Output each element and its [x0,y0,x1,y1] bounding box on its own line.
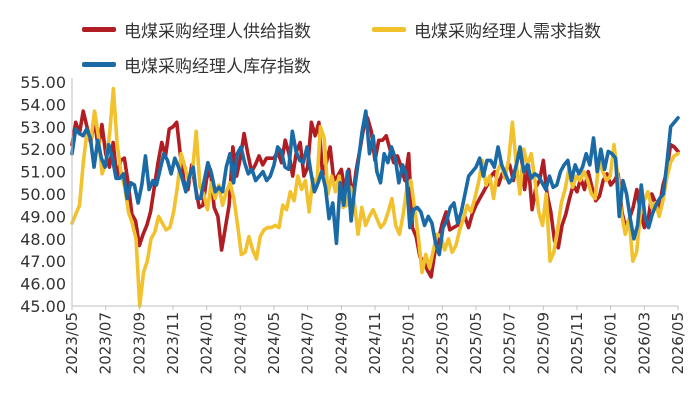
x-tick-label: 2024/05 [265,312,283,374]
legend-swatch-supply [82,27,116,32]
legend-label-inventory: 电煤采购经理人库存指数 [124,57,311,77]
y-tick-label: 48.00 [20,230,66,249]
legend-swatch-demand [372,27,406,32]
x-tick-label: 2025/03 [433,312,451,374]
x-tick-label: 2024/01 [198,312,216,374]
legend-item-demand: 电煤采购经理人需求指数 [372,17,601,42]
y-tick-label: 53.00 [20,118,66,137]
legend-item-supply: 电煤采购经理人供给指数 [82,17,311,42]
y-tick-label: 47.00 [20,252,66,271]
series-line-0 [70,109,680,279]
y-tick-label: 52.00 [20,140,66,159]
y-tick-label: 46.00 [20,275,66,294]
x-tick-label: 2026/05 [669,312,687,374]
series-line-1 [70,86,680,308]
x-tick-label: 2025/07 [501,312,519,374]
legend-swatch-inventory [82,62,116,67]
series-line-2 [70,109,680,257]
y-tick-label: 50.00 [20,185,66,204]
x-tick-label: 2025/05 [467,312,485,374]
axes-layer: 45.00 46.00 47.00 48.00 49.00 50.00 51.00 52.00… [20,73,687,374]
x-tick-label: 2025/09 [534,312,552,374]
x-tick-label: 2024/03 [231,312,249,374]
x-tick-label: 2026/03 [635,312,653,374]
x-tick-label: 2024/09 [332,312,350,374]
y-tick-label: 45.00 [20,297,66,316]
y-tick-label: 49.00 [20,207,66,226]
x-tick-label: 2024/11 [366,312,384,374]
x-tick-label: 2023/09 [130,312,148,374]
legend-item-inventory: 电煤采购经理人库存指数 [82,52,311,77]
series-layer [70,86,680,308]
legend-label-demand: 电煤采购经理人需求指数 [414,22,601,42]
legend-label-supply: 电煤采购经理人供给指数 [124,22,311,42]
x-tick-label: 2023/07 [97,312,115,374]
x-tick-label: 2025/11 [568,312,586,374]
x-tick-label: 2023/11 [164,312,182,374]
y-tick-label: 54.00 [20,95,66,114]
x-tick-label: 2023/05 [63,312,81,374]
x-tick-label: 2024/07 [299,312,317,374]
y-tick-label: 51.00 [20,163,66,182]
x-tick-label: 2026/01 [602,312,620,374]
y-tick-label: 55.00 [20,73,66,92]
x-tick-label: 2025/01 [400,312,418,374]
